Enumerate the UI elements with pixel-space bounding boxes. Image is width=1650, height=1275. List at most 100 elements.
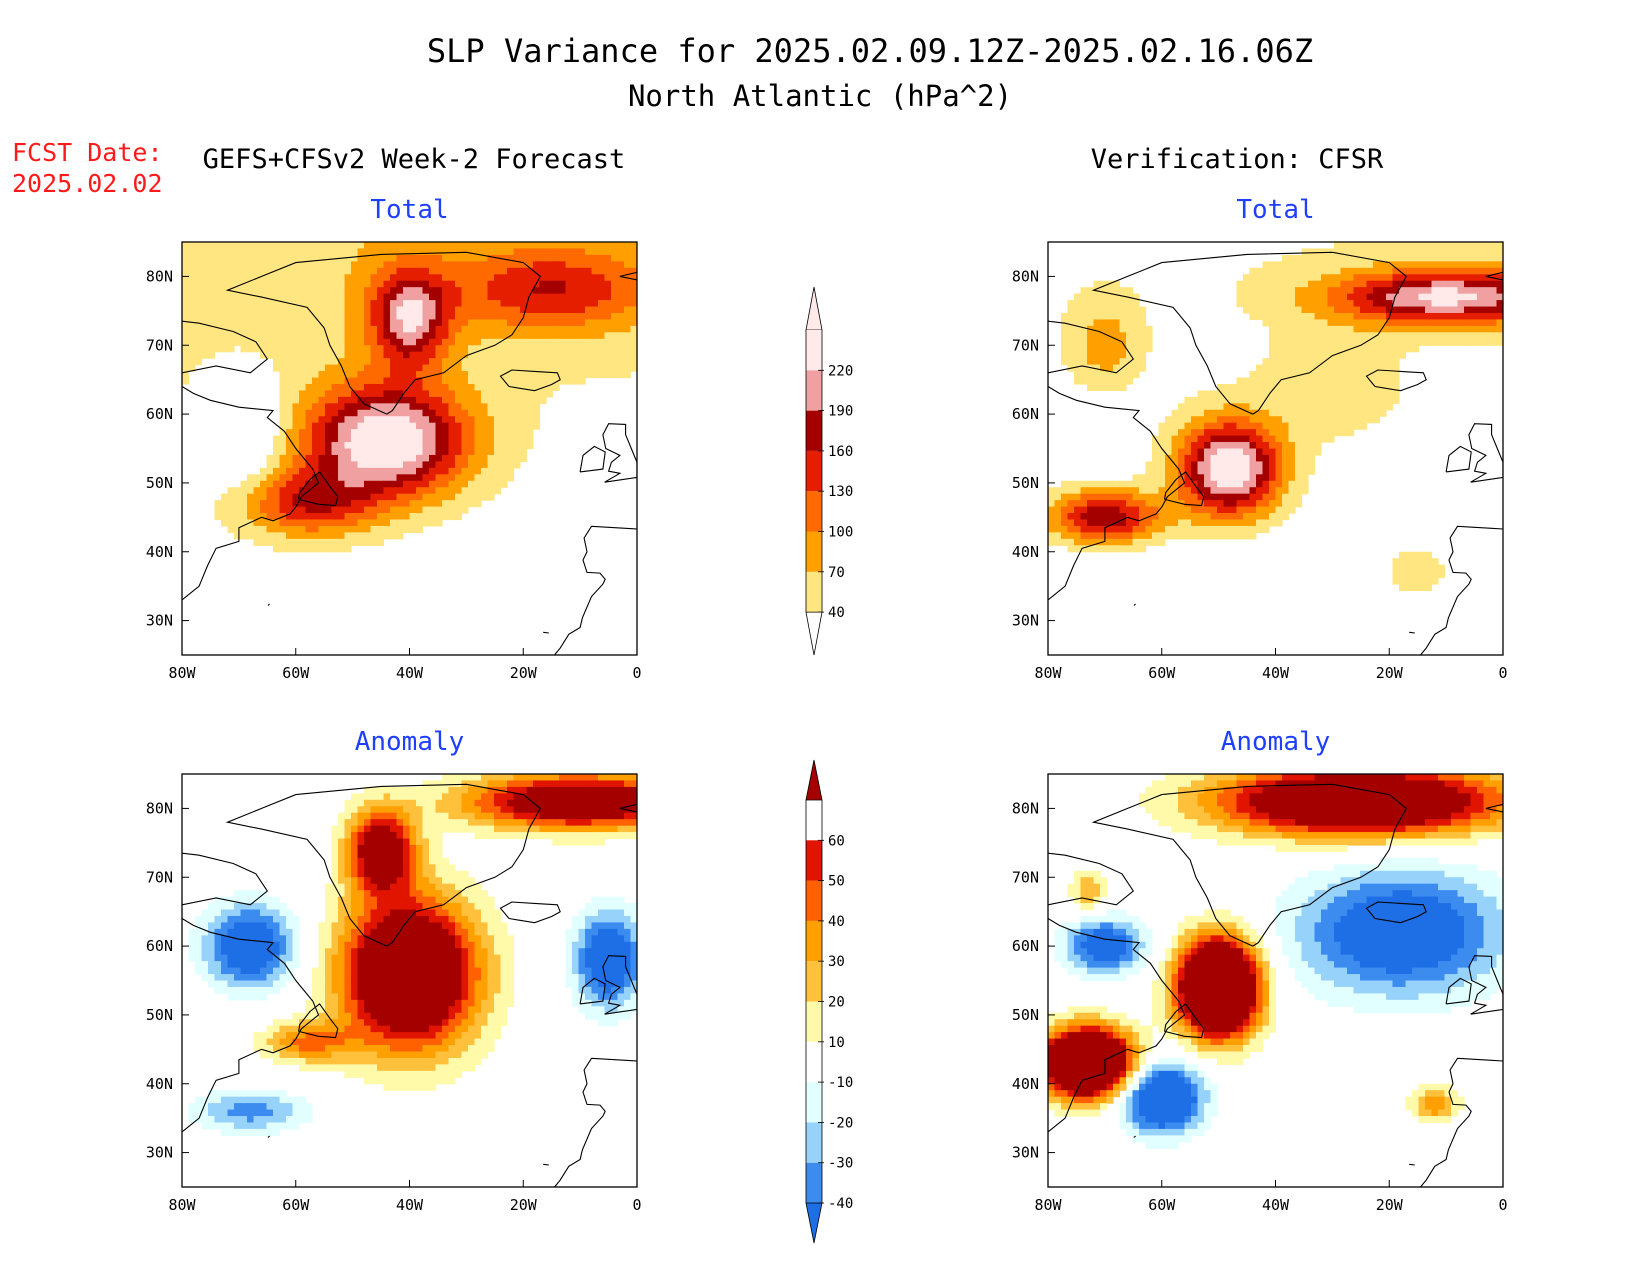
contour-cell bbox=[1444, 312, 1452, 321]
contour-cell bbox=[331, 890, 339, 898]
contour-cell bbox=[370, 312, 378, 321]
contour-cell bbox=[520, 409, 528, 417]
contour-cell bbox=[377, 364, 385, 372]
contour-cell bbox=[435, 325, 443, 333]
contour-cell bbox=[455, 877, 463, 885]
contour-cell bbox=[279, 442, 287, 450]
contour-cell bbox=[1275, 332, 1283, 340]
contour-cell bbox=[1230, 513, 1238, 521]
contour-cell bbox=[1451, 287, 1459, 295]
contour-cell bbox=[429, 467, 437, 475]
contour-cell bbox=[1184, 487, 1192, 495]
contour-cell bbox=[474, 371, 482, 379]
contour-cell bbox=[305, 383, 313, 392]
contour-cell bbox=[331, 532, 339, 540]
contour-cell bbox=[435, 493, 443, 501]
contour-cell bbox=[1308, 306, 1316, 314]
contour-cell bbox=[1054, 506, 1062, 514]
contour-cell bbox=[396, 513, 404, 521]
contour-cell bbox=[487, 422, 495, 430]
contour-cell bbox=[1470, 261, 1478, 269]
contour-cell bbox=[331, 461, 339, 469]
contour-cell bbox=[1236, 416, 1244, 424]
north-america-coastline bbox=[182, 386, 320, 601]
contour-cell bbox=[357, 319, 365, 327]
contour-cell bbox=[539, 338, 547, 346]
contour-cell bbox=[364, 825, 372, 833]
contour-cell bbox=[442, 513, 450, 521]
contour-cell bbox=[1249, 429, 1257, 437]
contour-cell bbox=[409, 467, 417, 475]
contour-cell bbox=[539, 799, 547, 807]
contour-cell bbox=[546, 371, 554, 379]
contour-cell bbox=[266, 332, 274, 340]
contour-cell bbox=[1373, 390, 1381, 398]
contour-cell bbox=[455, 332, 463, 340]
contour-cell bbox=[1301, 261, 1309, 269]
contour-cell bbox=[429, 506, 437, 514]
contour-cell bbox=[240, 254, 248, 262]
contour-cell bbox=[494, 351, 502, 359]
contour-cell bbox=[208, 351, 216, 359]
contour-cell bbox=[507, 780, 515, 788]
contour-cell bbox=[1301, 390, 1309, 398]
contour-cell bbox=[1282, 300, 1290, 308]
contour-cell bbox=[1438, 248, 1446, 256]
contour-cell bbox=[208, 325, 216, 333]
contour-cell bbox=[1093, 383, 1101, 392]
contour-cell bbox=[1399, 312, 1407, 321]
contour-cell bbox=[1087, 300, 1095, 308]
contour-cell bbox=[299, 448, 307, 456]
contour-cell bbox=[266, 519, 274, 527]
contour-cell bbox=[1223, 390, 1231, 398]
contour-cell bbox=[240, 896, 248, 904]
contour-cell bbox=[344, 351, 352, 359]
contour-cell bbox=[546, 332, 554, 340]
contour-cell bbox=[448, 896, 456, 904]
contour-cell bbox=[383, 506, 391, 514]
contour-cell bbox=[481, 254, 489, 262]
contour-cell bbox=[513, 261, 521, 269]
contour-cell bbox=[422, 480, 430, 488]
contour-cell bbox=[533, 306, 541, 314]
contour-cell bbox=[1379, 325, 1387, 333]
y-tick-label: 50N bbox=[1012, 474, 1039, 492]
contour-cell bbox=[1236, 377, 1244, 385]
contour-cell bbox=[455, 429, 463, 437]
contour-cell bbox=[422, 812, 430, 820]
contour-cell bbox=[260, 532, 268, 540]
contour-cell bbox=[286, 338, 294, 346]
contour-cell bbox=[383, 254, 391, 262]
contour-cell bbox=[279, 248, 287, 256]
contour-cell bbox=[351, 312, 359, 321]
contour-cell bbox=[351, 474, 359, 482]
contour-cell bbox=[1217, 409, 1225, 417]
contour-cell bbox=[520, 383, 528, 392]
contour-cell bbox=[1145, 467, 1153, 475]
contour-cell bbox=[1165, 500, 1173, 508]
contour-cell bbox=[266, 513, 274, 521]
contour-cell bbox=[312, 274, 320, 282]
contour-cell bbox=[1425, 312, 1433, 321]
contour-cell bbox=[1431, 332, 1439, 340]
contour-cell bbox=[1399, 345, 1407, 353]
contour-cell bbox=[325, 525, 333, 533]
contour-cell bbox=[1119, 377, 1127, 385]
contour-cell bbox=[1301, 312, 1309, 321]
contour-cell bbox=[1340, 429, 1348, 437]
contour-cell bbox=[448, 799, 456, 807]
contour-cell bbox=[494, 448, 502, 456]
contour-cell bbox=[247, 274, 255, 282]
contour-cell bbox=[1418, 248, 1426, 256]
contour-cell bbox=[195, 332, 203, 340]
contour-cell bbox=[1243, 461, 1251, 469]
contour-cell bbox=[624, 267, 632, 275]
contour-cell bbox=[234, 896, 242, 904]
contour-cell bbox=[260, 519, 268, 527]
contour-cell bbox=[260, 319, 268, 327]
contour-cell bbox=[1093, 513, 1101, 521]
contour-cell bbox=[429, 274, 437, 282]
contour-cell bbox=[481, 390, 489, 398]
contour-cell bbox=[1438, 254, 1446, 262]
contour-cell bbox=[383, 883, 391, 891]
